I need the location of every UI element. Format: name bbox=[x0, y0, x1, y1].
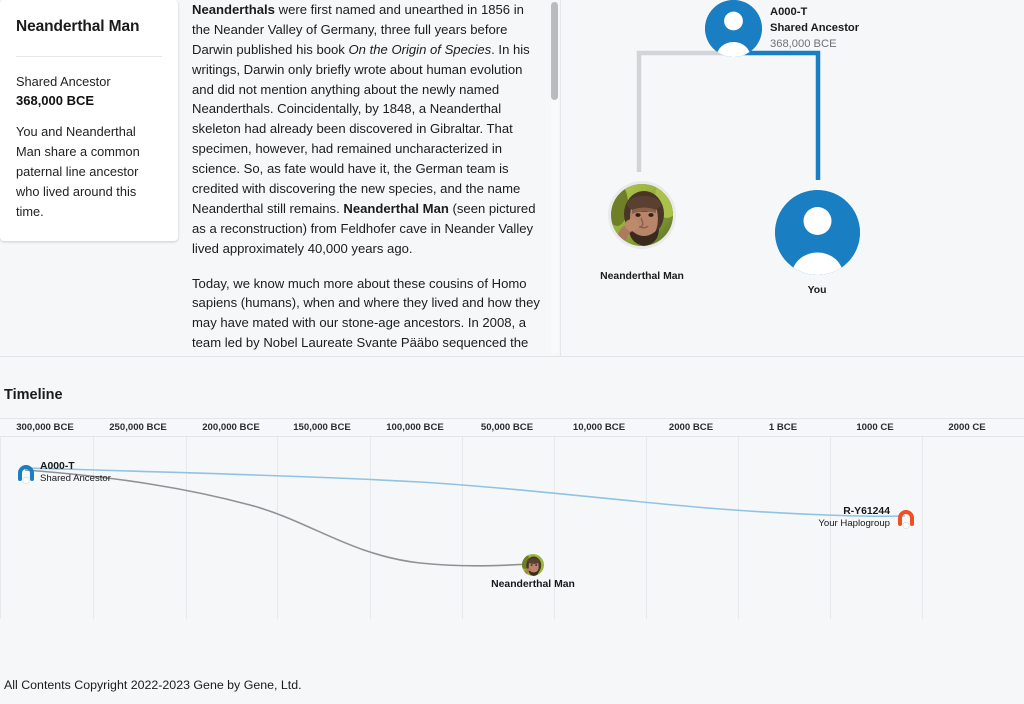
timeline-gridline bbox=[554, 437, 555, 619]
timeline-gridline bbox=[830, 437, 831, 619]
article-lead-term: Neanderthals bbox=[192, 2, 275, 17]
ancestor-avatar-icon[interactable] bbox=[705, 0, 762, 57]
article-text: Neanderthals were first named and uneart… bbox=[192, 0, 540, 357]
timeline-tick-label: 1000 CE bbox=[856, 422, 894, 433]
timeline-marker-neanderthal-name: Neanderthal Man bbox=[491, 579, 575, 590]
timeline-marker-haplogroup-sub: Your Haplogroup bbox=[818, 518, 890, 529]
tree-connector-lines bbox=[636, 44, 821, 180]
section-divider bbox=[0, 356, 1024, 357]
timeline-tick-label: 300,000 BCE bbox=[16, 422, 74, 433]
timeline-marker-a000t-icon[interactable] bbox=[15, 462, 37, 489]
timeline-tick-label: 150,000 BCE bbox=[293, 422, 351, 433]
article-lead-term-2: Neanderthal Man bbox=[343, 200, 449, 216]
neanderthal-line-curve bbox=[24, 469, 534, 567]
timeline-tick-label: 250,000 BCE bbox=[109, 422, 167, 433]
article-p1-b: . In his writings, Darwin only briefly w… bbox=[192, 41, 530, 216]
ancestor-label: A000-T Shared Ancestor 368,000 BCE bbox=[770, 5, 859, 53]
timeline-tick-label: 100,000 BCE bbox=[386, 422, 444, 433]
info-card-subtitle: Shared Ancestor bbox=[16, 74, 111, 89]
timeline-tick-label: 10,000 BCE bbox=[572, 422, 626, 433]
timeline-gridline bbox=[646, 437, 647, 619]
article-paragraph-2: Today, we know much more about these cou… bbox=[192, 275, 540, 357]
ancestor-label-line2: Shared Ancestor bbox=[770, 21, 860, 34]
info-card-body: You and Neanderthal Man share a common p… bbox=[16, 123, 140, 220]
info-card: Neanderthal Man Shared Ancestor 368,000 … bbox=[0, 0, 178, 241]
info-card-divider bbox=[16, 56, 162, 57]
timeline-gridline bbox=[277, 437, 278, 619]
timeline-marker-a000t-name: A000-T bbox=[40, 461, 75, 472]
timeline-axis-top-rule bbox=[0, 418, 1024, 419]
neanderthal-photo-avatar[interactable] bbox=[608, 181, 676, 249]
family-tree: A000-T Shared Ancestor 368,000 BCE bbox=[566, 0, 1024, 356]
article-p1-a: were first named and unearthed in 1856 i… bbox=[192, 2, 524, 57]
timeline-tick-label: 50,000 BCE bbox=[480, 422, 534, 433]
timeline-title: Timeline bbox=[4, 387, 63, 403]
timeline-gridline bbox=[922, 437, 923, 619]
timeline-marker-haplogroup-name: R-Y61244 bbox=[843, 506, 890, 517]
paternal-line-curve bbox=[24, 467, 906, 518]
panel-divider bbox=[560, 0, 561, 356]
timeline-gridline bbox=[738, 437, 739, 619]
info-card-title: Neanderthal Man bbox=[16, 18, 140, 35]
timeline-marker-a000t-sub: Shared Ancestor bbox=[40, 473, 111, 484]
timeline-gridline bbox=[93, 437, 94, 619]
timeline-section: Timeline 300,000 BCE 250,000 BCE 200,000 B… bbox=[0, 357, 1024, 665]
timeline-gridline bbox=[462, 437, 463, 619]
timeline-marker-neanderthal-label: Neanderthal Man bbox=[458, 579, 608, 590]
timeline-marker-neanderthal-photo[interactable] bbox=[522, 554, 544, 581]
timeline-tick-label: 1 BCE bbox=[768, 422, 798, 433]
timeline-marker-a000t-label: A000-T Shared Ancestor bbox=[40, 460, 111, 485]
info-card-date: 368,000 BCE bbox=[16, 92, 95, 108]
article-scrollbar-track[interactable] bbox=[551, 2, 558, 354]
timeline-tick-label: 200,000 BCE bbox=[202, 422, 260, 433]
top-region: Neanderthal Man Shared Ancestor 368,000 … bbox=[0, 0, 1024, 357]
timeline-gridline bbox=[370, 437, 371, 619]
neanderthal-node-caption: Neanderthal Man bbox=[600, 271, 684, 282]
you-avatar-icon[interactable] bbox=[775, 190, 860, 275]
article-scrollbar-thumb[interactable] bbox=[551, 2, 558, 100]
ancestor-label-line3: 368,000 BCE bbox=[770, 37, 837, 50]
article-paragraph-1: Neanderthals were first named and uneart… bbox=[192, 0, 540, 259]
timeline-gridline bbox=[186, 437, 187, 619]
ancestor-label-line1: A000-T bbox=[770, 6, 808, 18]
timeline-lineage-curves bbox=[24, 467, 906, 567]
timeline-tick-label: 2000 CE bbox=[948, 422, 986, 433]
footer-copyright: All Contents Copyright 2022-2023 Gene by… bbox=[4, 678, 302, 692]
timeline-tick-label: 2000 BCE bbox=[668, 422, 714, 433]
timeline-axis-bottom-rule bbox=[0, 436, 1024, 437]
timeline-marker-haplogroup-icon[interactable] bbox=[895, 507, 917, 534]
article-book-title: On the Origin of Species bbox=[348, 41, 492, 57]
timeline-gridline bbox=[0, 437, 1, 619]
article-p1-c: (seen pictured as a reconstruction) from… bbox=[192, 200, 536, 256]
you-node-caption: You bbox=[807, 285, 827, 296]
timeline-marker-haplogroup-label: R-Y61244 Your Haplogroup bbox=[760, 505, 890, 530]
